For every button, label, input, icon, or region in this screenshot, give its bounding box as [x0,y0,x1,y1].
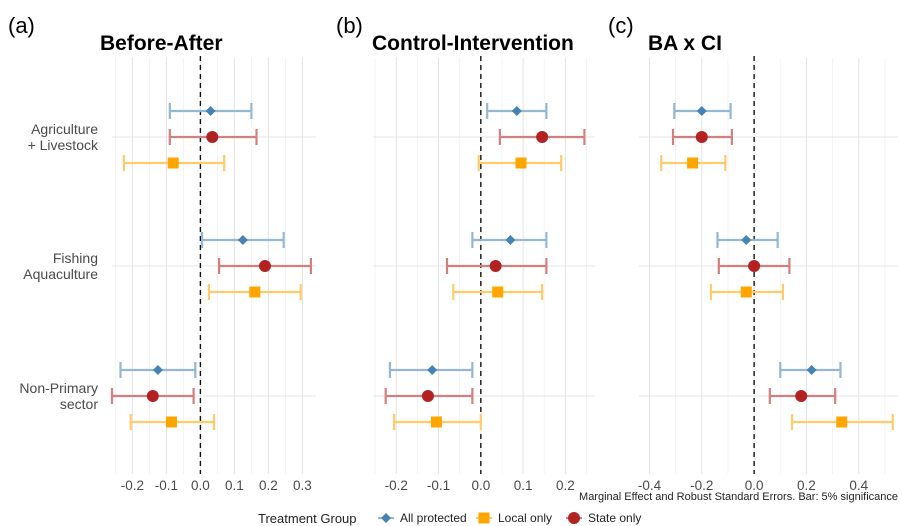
series-state-only [110,129,312,404]
point-estimate-square [430,416,442,428]
legend-label: State only [588,511,641,525]
panel-title: Before-After [100,32,223,55]
point-estimate-square [515,157,527,169]
point-estimate-square [492,286,504,298]
point-estimate-diamond [696,106,707,116]
x-tick-label: 0.1 [514,478,533,493]
legend-label: Local only [498,511,552,525]
point-estimate-circle [259,260,271,272]
legend-key-square [478,512,490,524]
series-all-protected [388,103,548,378]
x-tick-label: 0.2 [556,478,575,493]
series-state-only [384,129,586,404]
point-estimate-square [166,416,177,428]
point-estimate-diamond [511,106,522,116]
legend-key-diamond [381,513,391,523]
x-tick-label: 0.0 [191,478,210,493]
series-all-protected [673,103,842,378]
series-local-only [122,155,302,430]
point-estimate-diamond [505,235,516,245]
x-tick-label: 0.1 [225,478,244,493]
point-estimate-square [740,286,752,298]
x-tick-label: 0.2 [259,478,278,493]
series-local-only [660,155,894,430]
x-tick-label: 0.3 [293,478,312,493]
point-estimate-diamond [237,235,248,245]
series-all-protected [119,103,285,378]
legend-title: Treatment Group [258,511,357,526]
point-estimate-diamond [427,365,438,375]
legend-item-state-only: State only [566,511,641,525]
point-estimate-circle [206,131,219,143]
point-estimate-circle [695,131,708,143]
legend-item-all-protected: All protected [378,511,467,525]
point-estimate-circle [146,390,159,402]
point-estimate-square [167,157,179,169]
panel-title: BA x CI [648,32,722,55]
x-tick-label: 0.0 [471,478,490,493]
point-estimate-square [249,286,261,298]
panel-title: Control-Intervention [372,32,574,55]
legend-key-circle [568,512,580,524]
legend-label: All protected [400,511,467,525]
x-tick-label: -0.1 [427,478,450,493]
x-tick-label: 0.4 [849,478,868,493]
point-estimate-diamond [205,106,216,116]
x-tick-label: -0.4 [638,478,662,493]
x-tick-label: -0.1 [155,478,178,493]
category-label-fishing-aquaculture: Fishing Aquaculture [23,250,98,282]
x-tick-label: -0.2 [121,478,144,493]
legend-item-local-only: Local only [476,511,552,525]
point-estimate-diamond [152,365,163,375]
category-label-agriculture-livestock: Agriculture + Livestock [28,121,99,153]
point-estimate-square [836,416,848,428]
point-estimate-circle [421,390,434,402]
panels-group: (a) Before-After -0.2 -0.1 0.0 0.1 0.2 0.3 (b) Co… [8,13,898,493]
point-estimate-square [687,157,699,169]
legend: Treatment Group All protected Local only S… [258,511,641,526]
panel-ba-x-ci: (c) BA x CI -0.4 -0.2 0.0 0.2 0.4 [608,13,898,493]
category-label-non-primary-sector: Non-Primary sector [19,380,98,412]
point-estimate-circle [489,260,502,272]
category-labels: Agriculture + Livestock Fishing Aquaculture… [19,121,99,412]
panel-control-intervention: (b) Control-Intervention -0.2 -0.1 0.0 0.1 0.2 [336,13,595,493]
panel-tag: (a) [8,13,35,38]
point-estimate-diamond [741,235,752,245]
point-estimate-circle [536,131,549,143]
x-tick-label: -0.2 [690,478,713,493]
caption: Marginal Effect and Robust Standard Erro… [579,491,898,503]
panel-before-after: (a) Before-After -0.2 -0.1 0.0 0.1 0.2 0.3 [8,13,316,493]
point-estimate-diamond [806,365,817,375]
point-estimate-circle [795,390,808,402]
x-tick-label: 0.0 [745,478,764,493]
panel-tag: (b) [336,13,363,38]
x-tick-label: -0.2 [385,478,408,493]
point-estimate-circle [748,260,761,272]
series-local-only [393,155,563,430]
x-tick-label: 0.2 [797,478,816,493]
series-state-only [671,129,837,404]
panel-tag: (c) [608,13,634,38]
